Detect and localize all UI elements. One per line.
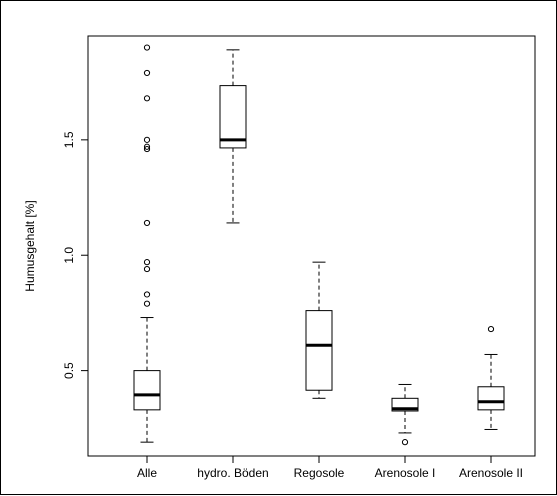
y-tick-label: 1.5 bbox=[62, 131, 76, 148]
outlier-point bbox=[143, 291, 151, 298]
iqr-box bbox=[305, 310, 333, 391]
outlier-point bbox=[143, 44, 151, 51]
x-tick-label: hydro. Böden bbox=[197, 466, 268, 480]
outlier-point bbox=[143, 136, 151, 143]
box-3 bbox=[391, 383, 419, 446]
y-tick-label: 0.5 bbox=[62, 362, 76, 379]
outlier-point bbox=[143, 265, 151, 273]
outlier-point bbox=[143, 145, 151, 153]
x-tick-label: Alle bbox=[137, 466, 157, 480]
box-1 bbox=[219, 49, 247, 224]
y-axis: 0.5 1.0 1.5 bbox=[62, 131, 88, 379]
box-2 bbox=[305, 261, 333, 399]
box-0 bbox=[133, 44, 161, 443]
iqr-box bbox=[219, 85, 247, 149]
y-tick-label: 1.0 bbox=[62, 247, 76, 264]
boxes bbox=[133, 44, 505, 446]
outlier-point bbox=[143, 95, 151, 102]
box-4 bbox=[477, 325, 505, 430]
x-tick-label: Arenosole II bbox=[459, 466, 523, 480]
iqr-box bbox=[477, 386, 505, 411]
x-axis: Alle hydro. Böden Regosole Arenosole I Areno… bbox=[137, 456, 523, 480]
outlier-point bbox=[143, 300, 151, 307]
outlier-point bbox=[487, 325, 495, 333]
outlier-point bbox=[401, 439, 409, 446]
outlier-point bbox=[143, 219, 151, 227]
outlier-point bbox=[143, 259, 151, 266]
x-tick-label: Regosole bbox=[294, 466, 345, 480]
outlier-point bbox=[143, 143, 151, 150]
outlier-point bbox=[143, 69, 151, 77]
iqr-box bbox=[133, 370, 161, 411]
plot-area-border bbox=[87, 35, 536, 457]
x-tick-label: Arenosole I bbox=[375, 466, 436, 480]
y-axis-title: Humusgehalt [%] bbox=[23, 200, 37, 291]
